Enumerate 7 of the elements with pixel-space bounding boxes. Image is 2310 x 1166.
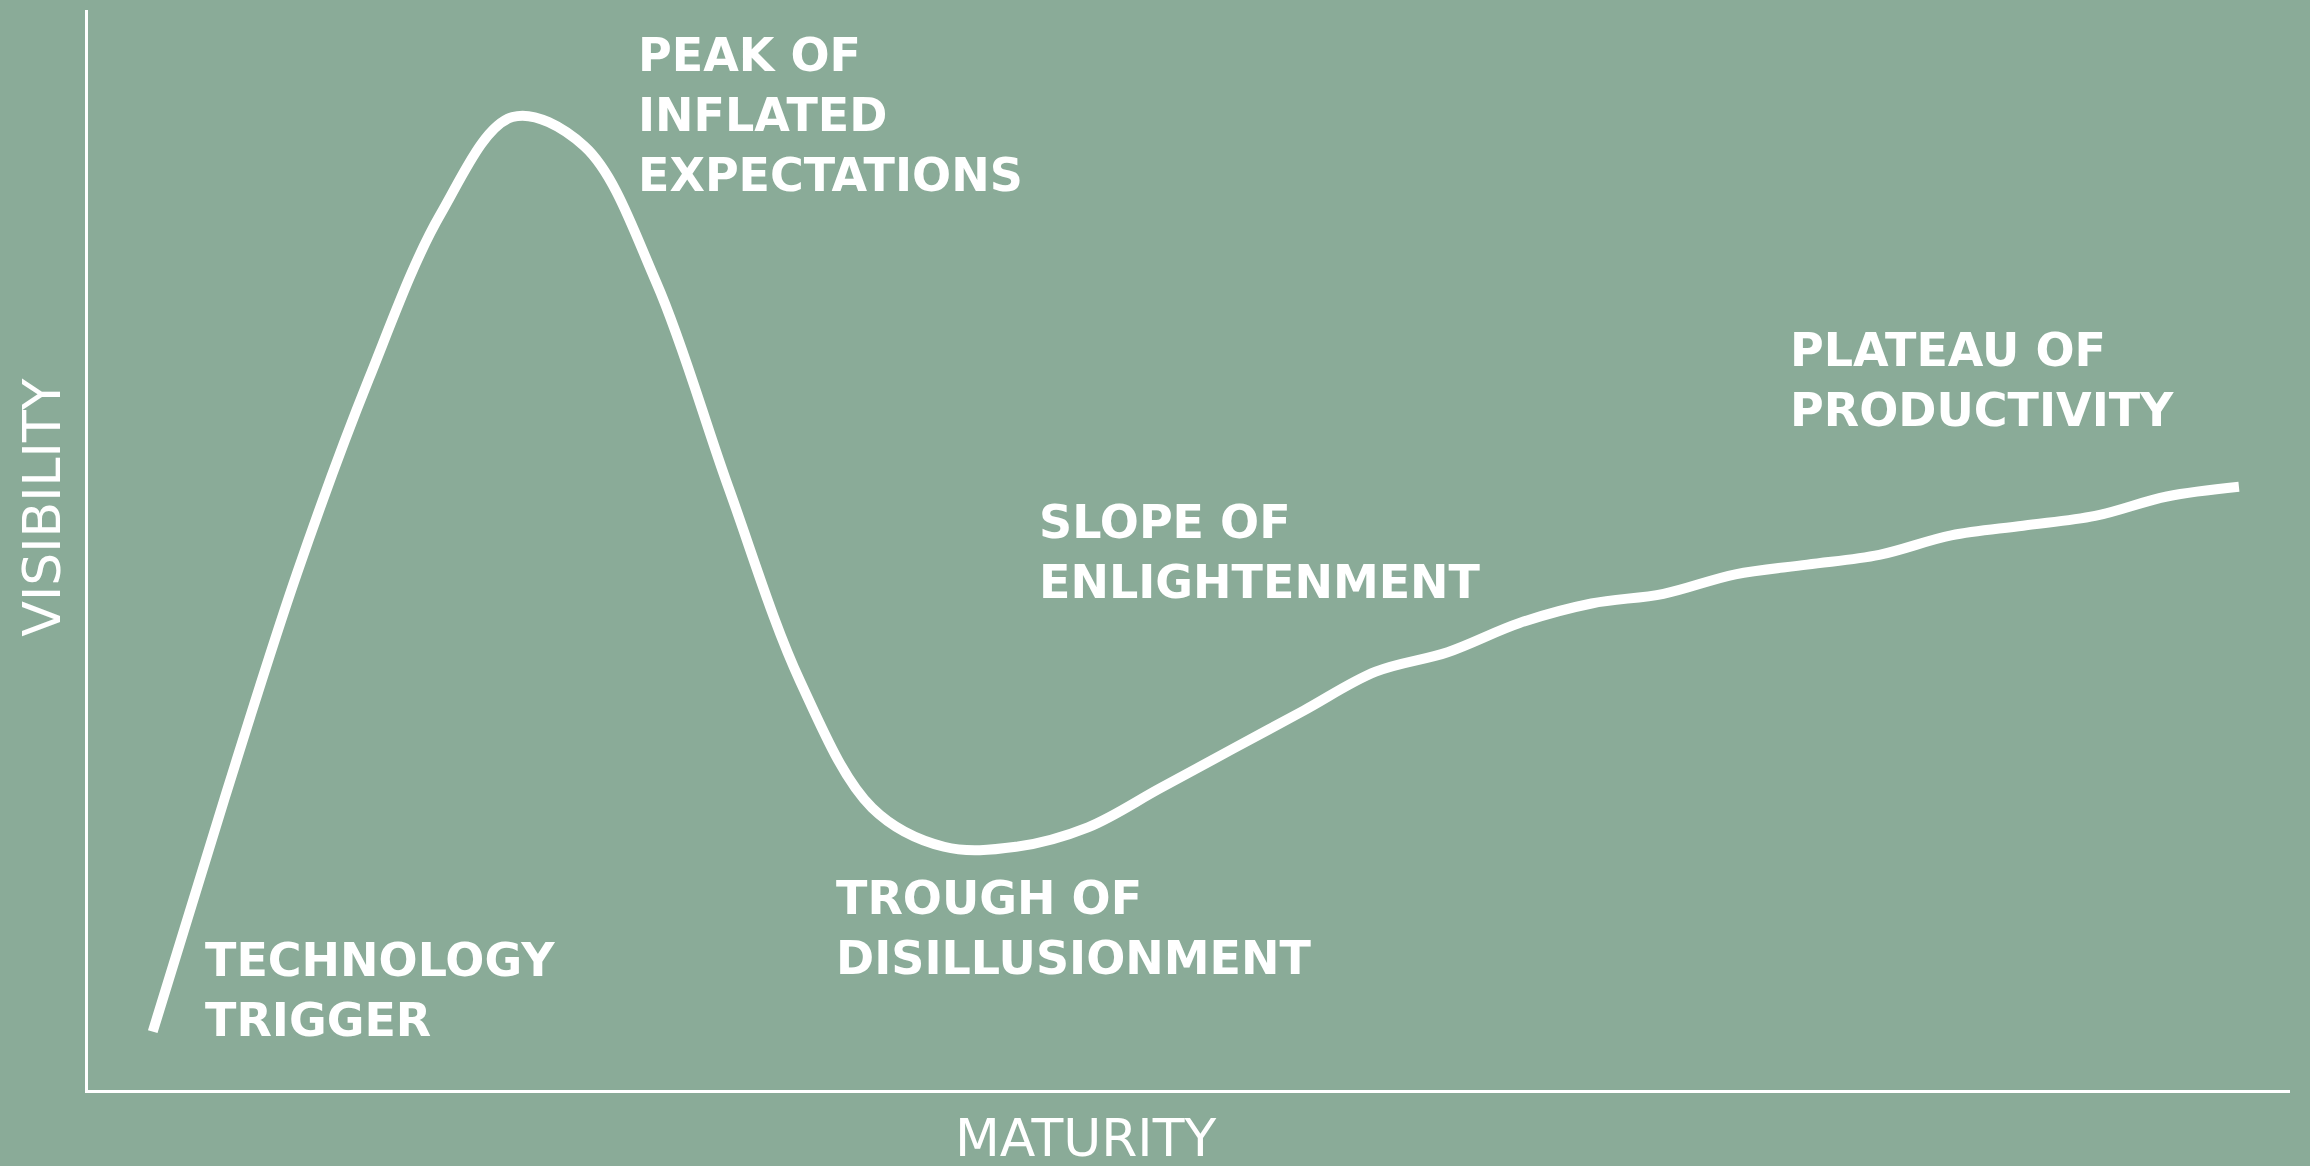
annotation: PLATEAU OF PRODUCTIVITY	[1790, 323, 2175, 437]
y-axis-title: VISIBILITY	[11, 378, 72, 637]
x-axis-title: MATURITY	[955, 1108, 1217, 1166]
annotation: PEAK OF INFLATED EXPECTATIONS	[638, 28, 1023, 202]
annotation: SLOPE OF ENLIGHTENMENT	[1039, 495, 1481, 609]
annotation: TECHNOLOGY TRIGGER	[205, 933, 556, 1047]
annotation: TROUGH OF DISILLUSIONMENT	[836, 871, 1312, 985]
